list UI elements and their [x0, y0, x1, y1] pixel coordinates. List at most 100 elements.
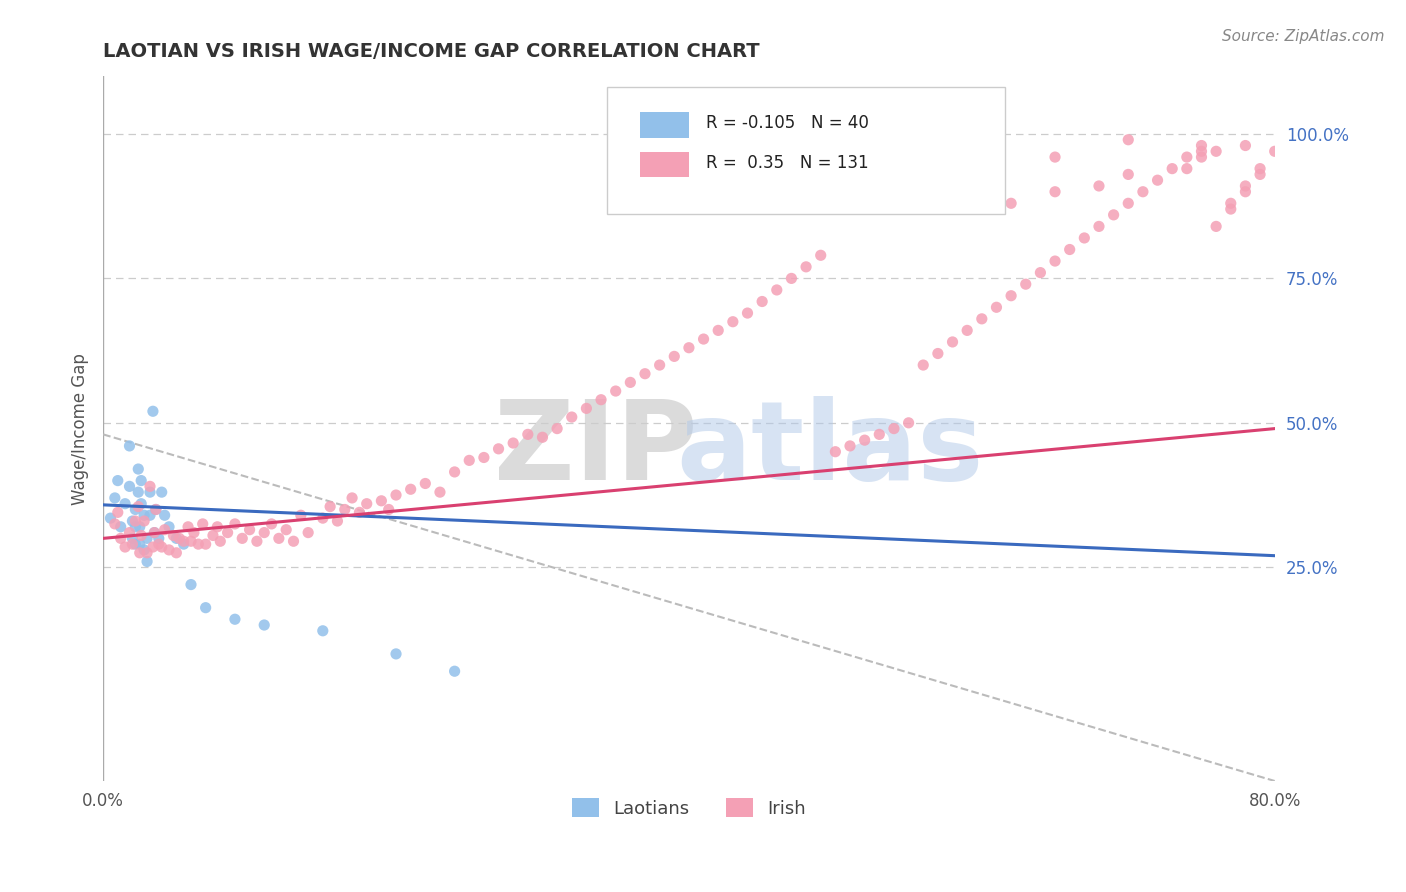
Point	[128, 520, 150, 534]
Point	[1088, 219, 1111, 234]
Point	[1191, 138, 1213, 153]
Point	[839, 439, 862, 453]
Point	[502, 436, 524, 450]
Point	[110, 520, 132, 534]
FancyBboxPatch shape	[640, 152, 689, 177]
Point	[124, 520, 146, 534]
Point	[356, 497, 378, 511]
Point	[157, 520, 180, 534]
Point	[312, 624, 335, 638]
Point	[121, 532, 143, 546]
Point	[531, 430, 554, 444]
Point	[794, 260, 817, 274]
Point	[134, 542, 156, 557]
Point	[1249, 168, 1271, 182]
Point	[319, 500, 342, 514]
Point	[139, 508, 162, 523]
Point	[114, 497, 136, 511]
Point	[1029, 266, 1052, 280]
Point	[333, 502, 356, 516]
Point	[443, 665, 465, 679]
Point	[634, 367, 657, 381]
Point	[107, 505, 129, 519]
Point	[810, 248, 832, 262]
Point	[737, 306, 759, 320]
Point	[385, 488, 408, 502]
Point	[134, 514, 156, 528]
Point	[1264, 145, 1286, 159]
Point	[1234, 138, 1257, 153]
Point	[1015, 277, 1038, 292]
Point	[1132, 185, 1154, 199]
Point	[139, 485, 162, 500]
Point	[1088, 178, 1111, 193]
Point	[231, 532, 253, 546]
Point	[118, 479, 141, 493]
Text: LAOTIAN VS IRISH WAGE/INCOME GAP CORRELATION CHART: LAOTIAN VS IRISH WAGE/INCOME GAP CORRELA…	[103, 42, 759, 61]
Point	[253, 525, 276, 540]
Point	[290, 508, 312, 523]
Point	[648, 358, 671, 372]
Point	[297, 525, 319, 540]
Point	[897, 150, 920, 164]
Point	[692, 332, 714, 346]
Point	[191, 516, 214, 531]
Point	[209, 534, 232, 549]
Point	[546, 421, 568, 435]
Point	[246, 534, 269, 549]
Point	[1219, 202, 1241, 216]
Point	[128, 546, 150, 560]
Point	[194, 537, 217, 551]
Point	[575, 401, 598, 416]
Point	[780, 271, 803, 285]
Point	[180, 577, 202, 591]
Point	[1116, 168, 1139, 182]
Point	[312, 511, 335, 525]
Point	[129, 497, 152, 511]
Point	[165, 546, 187, 560]
Point	[721, 315, 744, 329]
Point	[326, 514, 349, 528]
Point	[1234, 185, 1257, 199]
Text: R = -0.105   N = 40: R = -0.105 N = 40	[706, 114, 869, 132]
Point	[472, 450, 495, 465]
FancyBboxPatch shape	[607, 87, 1005, 214]
Point	[986, 300, 1008, 314]
Point	[169, 532, 191, 546]
Text: ZIP: ZIP	[494, 396, 697, 503]
Point	[897, 416, 920, 430]
Point	[165, 532, 187, 546]
Point	[707, 323, 730, 337]
Point	[1191, 150, 1213, 164]
Point	[868, 427, 890, 442]
Point	[177, 520, 200, 534]
Point	[150, 540, 173, 554]
Point	[589, 392, 612, 407]
Point	[104, 491, 127, 505]
Point	[143, 525, 166, 540]
Point	[765, 283, 787, 297]
Point	[107, 474, 129, 488]
Point	[1116, 133, 1139, 147]
Point	[118, 439, 141, 453]
Text: Source: ZipAtlas.com: Source: ZipAtlas.com	[1222, 29, 1385, 44]
Point	[399, 482, 422, 496]
Point	[1000, 289, 1022, 303]
Point	[153, 523, 176, 537]
Point	[124, 537, 146, 551]
Point	[124, 514, 146, 528]
Point	[129, 474, 152, 488]
FancyBboxPatch shape	[640, 112, 689, 137]
Point	[128, 537, 150, 551]
Point	[129, 528, 152, 542]
Point	[143, 525, 166, 540]
Point	[104, 516, 127, 531]
Point	[150, 485, 173, 500]
Point	[148, 532, 170, 546]
Point	[142, 540, 165, 554]
Point	[488, 442, 510, 456]
Point	[429, 485, 451, 500]
Point	[148, 537, 170, 551]
Point	[145, 502, 167, 516]
Text: R =  0.35   N = 131: R = 0.35 N = 131	[706, 154, 869, 172]
